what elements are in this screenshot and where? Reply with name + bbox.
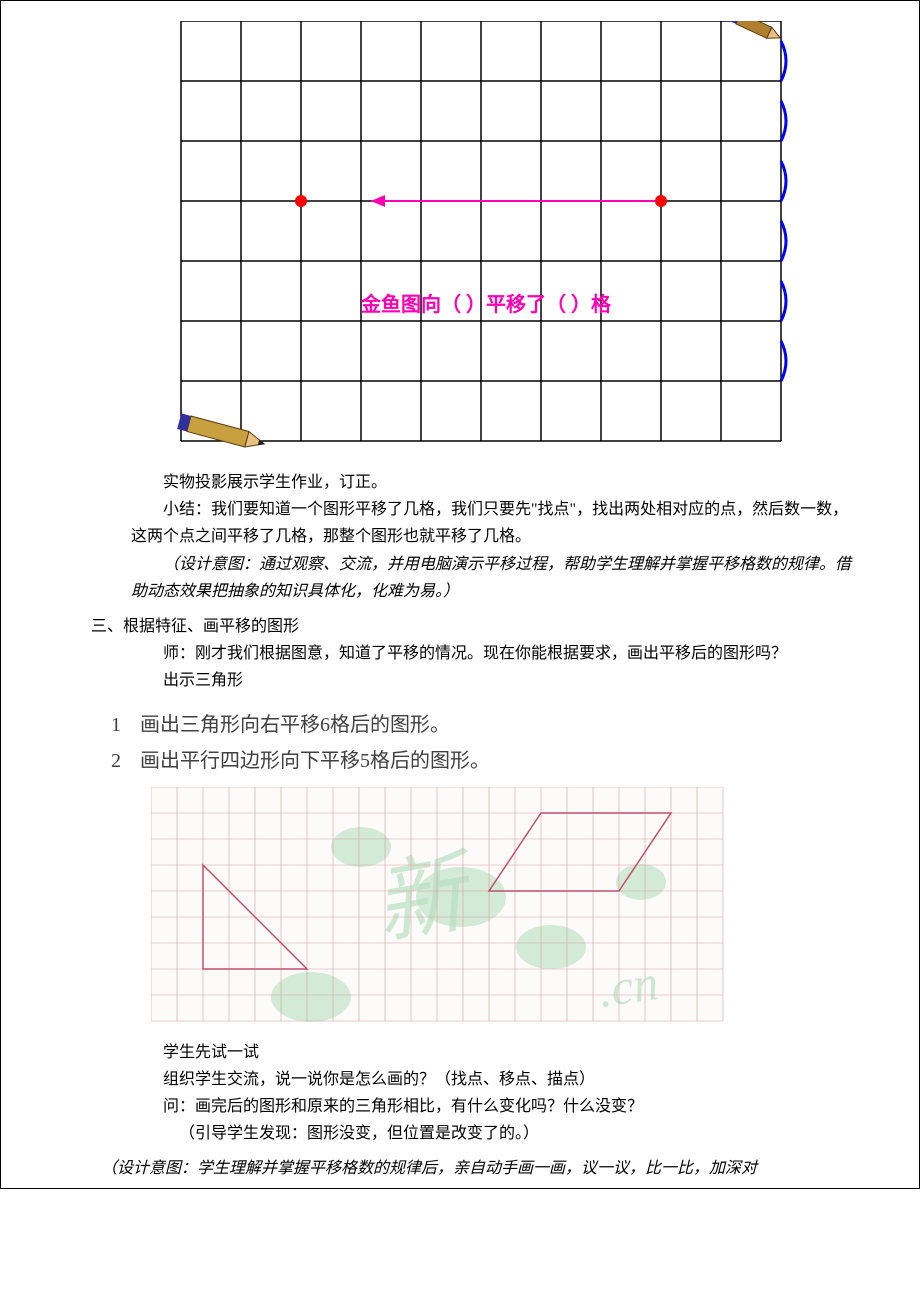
svg-text:金鱼图向（ ）平移了（ ）格: 金鱼图向（ ）平移了（ ）格	[360, 292, 612, 316]
design-intent: （设计意图：通过观察、交流，并用电脑演示平移过程，帮助学生理解并掌握平移格数的规…	[131, 551, 859, 605]
design-intent: （设计意图：学生理解并掌握平移格数的规律后，亲自动手画一画，议一议，比一比，加深…	[1, 1155, 919, 1188]
paragraph: 实物投影展示学生作业，订正。	[131, 469, 859, 496]
exercise-text: 画出平行四边形向下平移5格后的图形。	[140, 750, 490, 772]
exercise-number: 1	[111, 707, 135, 743]
paragraph: 出示三角形	[131, 667, 859, 694]
exercise-number: 2	[111, 743, 135, 779]
paragraph: 小结：我们要知道一个图形平移了几格，我们只要先"找点"，找出两处相对应的点，然后…	[131, 496, 859, 550]
svg-text:.cn: .cn	[595, 954, 662, 1018]
exercise-text: 画出三角形向右平移6格后的图形。	[140, 714, 450, 736]
paragraph: （引导学生发现：图形没变，但位置是改变了的。）	[131, 1120, 859, 1147]
exercise-item: 1 画出三角形向右平移6格后的图形。	[111, 707, 859, 743]
exercise-grid-figure: 新.cn	[1, 783, 919, 1031]
goldfish-grid-figure: 金鱼图向（ ）平移了（ ）格	[1, 1, 919, 461]
exercise-item: 2 画出平行四边形向下平移5格后的图形。	[111, 743, 859, 779]
exercise-grid-svg: 新.cn	[151, 787, 731, 1027]
paragraph: 师：刚才我们根据图意，知道了平移的情况。现在你能根据要求，画出平移后的图形吗？	[131, 640, 859, 667]
section-heading: 三、根据特征、画平移的图形	[1, 613, 919, 640]
paragraph: 学生先试一试	[131, 1039, 859, 1066]
goldfish-grid-svg: 金鱼图向（ ）平移了（ ）格	[61, 21, 821, 461]
paragraph: 组织学生交流，说一说你是怎么画的？（找点、移点、描点）	[131, 1066, 859, 1093]
paragraph: 问：画完后的图形和原来的三角形相比，有什么变化吗？什么没变？	[131, 1093, 859, 1120]
